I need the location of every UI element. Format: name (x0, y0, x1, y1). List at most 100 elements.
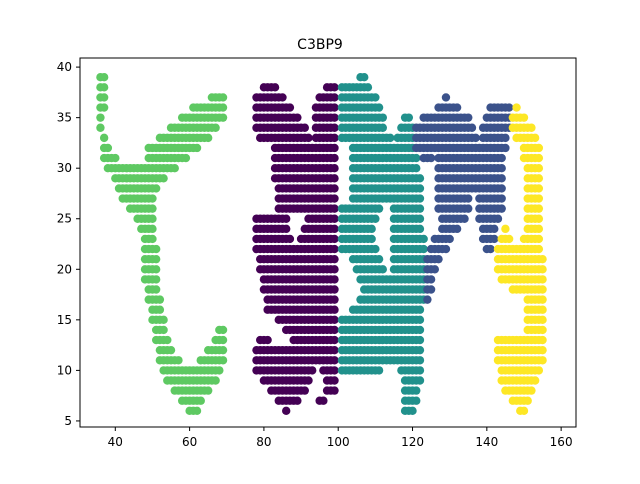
x-tick-label: 80 (256, 435, 271, 449)
data-point (367, 234, 376, 244)
data-point (527, 386, 536, 395)
data-point (330, 285, 339, 294)
data-point (330, 305, 339, 314)
data-point (534, 143, 544, 153)
series-0 (96, 73, 228, 416)
data-point (330, 335, 339, 345)
data-point (192, 143, 202, 153)
data-point (330, 214, 339, 223)
y-tick-label: 15 (57, 313, 72, 327)
data-point (452, 224, 462, 234)
data-point (419, 234, 428, 244)
data-point (330, 163, 339, 173)
data-point (378, 265, 387, 274)
y-tick-label: 10 (57, 363, 72, 377)
data-point (170, 163, 179, 173)
plot-frame (79, 57, 577, 428)
data-point (151, 244, 161, 254)
data-point (103, 143, 113, 153)
data-point (96, 123, 105, 132)
data-point (374, 254, 384, 264)
series-4 (493, 103, 547, 416)
data-point (148, 204, 157, 213)
data-point (501, 224, 510, 234)
data-point (151, 254, 161, 264)
data-point (412, 386, 421, 395)
data-point (538, 254, 547, 264)
y-tick-label: 20 (57, 262, 72, 276)
data-point (426, 285, 436, 294)
data-point (330, 103, 339, 112)
x-tick-label: 100 (327, 435, 350, 449)
y-tick-label: 25 (57, 212, 72, 226)
data-point (330, 254, 339, 264)
data-point (426, 153, 436, 163)
data-point (218, 345, 228, 355)
data-point (330, 275, 339, 284)
data-point (151, 285, 161, 294)
data-point (415, 174, 425, 183)
x-tick-label: 60 (182, 435, 197, 449)
data-point (412, 153, 421, 163)
data-point (519, 406, 529, 416)
data-point (304, 376, 313, 385)
data-point (534, 174, 544, 183)
data-point (330, 194, 339, 203)
data-point (404, 113, 414, 122)
data-point (148, 224, 157, 234)
data-point (330, 83, 339, 92)
data-point (111, 153, 120, 163)
data-point (330, 325, 339, 335)
data-point (374, 204, 384, 213)
x-tick-label: 120 (401, 435, 424, 449)
data-point (534, 194, 544, 203)
data-point (408, 406, 417, 416)
data-point (415, 204, 425, 213)
data-point (374, 103, 384, 112)
data-point (330, 204, 339, 213)
data-point (330, 184, 339, 193)
series-1 (252, 83, 339, 416)
data-point (534, 234, 544, 244)
data-point (486, 244, 495, 254)
data-point (330, 366, 339, 375)
data-point (282, 214, 291, 223)
data-point (452, 103, 462, 112)
data-point (371, 93, 380, 102)
data-point (415, 376, 425, 385)
data-point (534, 153, 544, 163)
data-point (293, 113, 302, 122)
data-point (155, 295, 165, 304)
data-point (282, 406, 291, 416)
data-point (159, 174, 168, 183)
data-point (371, 214, 380, 223)
data-point (467, 123, 477, 132)
data-point (412, 163, 421, 173)
data-point (527, 123, 536, 132)
data-point (99, 103, 109, 112)
data-point (464, 204, 473, 213)
data-point (203, 386, 213, 395)
data-point (308, 366, 317, 375)
data-point (99, 73, 109, 82)
data-point (330, 376, 339, 385)
data-point (415, 214, 425, 223)
data-point (99, 133, 109, 143)
data-point (415, 194, 425, 203)
data-point (218, 356, 228, 365)
data-point (367, 224, 376, 234)
data-point (534, 366, 544, 375)
data-point (434, 254, 443, 264)
data-point (538, 275, 547, 284)
x-tick-label: 40 (108, 435, 123, 449)
data-point (538, 295, 547, 304)
data-point (330, 315, 339, 325)
data-point (441, 244, 451, 254)
data-point (471, 133, 480, 143)
data-point (285, 234, 295, 244)
data-point (530, 133, 540, 143)
data-point (412, 396, 421, 405)
y-tick-label: 35 (57, 111, 72, 125)
data-point (96, 113, 105, 122)
